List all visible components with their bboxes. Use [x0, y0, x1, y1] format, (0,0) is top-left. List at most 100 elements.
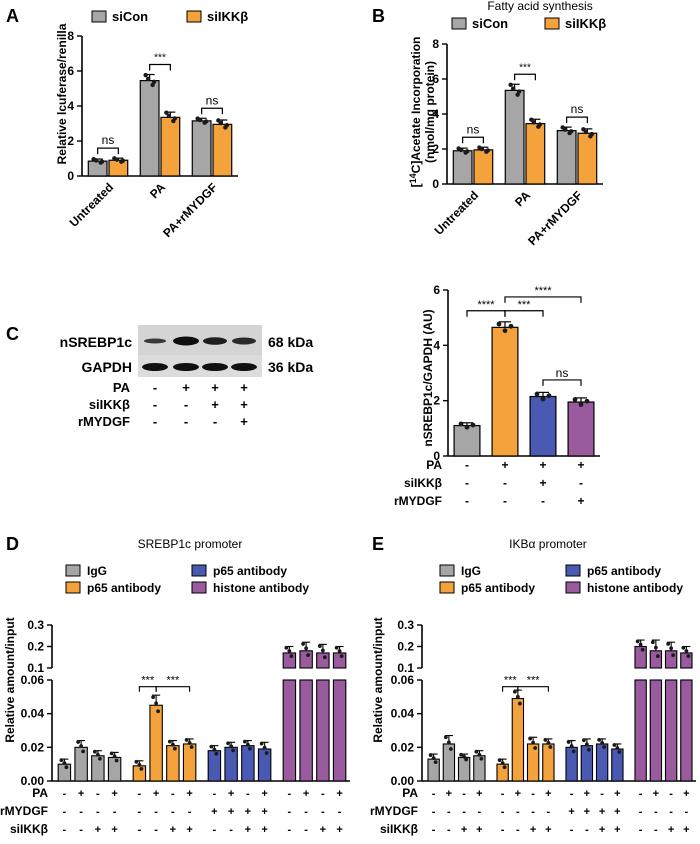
significance-label: ns — [571, 102, 584, 116]
condition-sign: - — [579, 476, 583, 490]
condition-sign: + — [186, 824, 192, 836]
bar — [595, 743, 609, 782]
bar-lower — [680, 679, 693, 782]
data-point — [578, 402, 584, 407]
data-point — [143, 72, 148, 78]
data-point — [512, 689, 517, 694]
y-tick-label: 2 — [433, 394, 440, 408]
data-point — [112, 754, 117, 759]
blot-band — [142, 363, 168, 371]
bar-upper — [664, 650, 678, 669]
condition-sign: + — [614, 788, 620, 800]
chart-b: [14C]Acetate Incorporation (nmol/mg prot… — [408, 37, 603, 248]
condition-sign: + — [320, 824, 326, 836]
blot-size-68: 68 kDa — [268, 334, 313, 350]
data-point — [497, 758, 502, 763]
data-point — [569, 744, 574, 748]
condition-sign: + — [515, 788, 521, 800]
y-tick-label: 0.2 — [27, 640, 44, 654]
legend-label-p65-blue: p65 antibody — [213, 564, 287, 578]
condition-sign: - — [229, 824, 233, 836]
significance-label: *** — [166, 675, 180, 687]
data-point — [600, 741, 605, 745]
data-point — [517, 701, 522, 706]
condition-sign: - — [138, 806, 142, 818]
condition-sign: + — [170, 824, 176, 836]
data-point — [139, 766, 144, 771]
bar — [87, 160, 108, 177]
condition-sign: - — [63, 806, 67, 818]
bar-upper — [316, 652, 330, 669]
condition-sign: - — [184, 414, 188, 429]
data-point — [151, 79, 157, 85]
legend-label-igg: IgG — [461, 564, 481, 578]
significance-bracket — [155, 686, 191, 692]
data-point — [304, 646, 309, 651]
bar-lower — [316, 679, 330, 782]
data-point — [571, 749, 576, 754]
condition-sign: - — [153, 397, 157, 412]
data-point — [681, 645, 686, 650]
significance-label: *** — [154, 53, 166, 64]
bar — [577, 132, 598, 185]
y-tick-label: 0.1 — [397, 661, 414, 675]
data-point — [226, 741, 231, 746]
bar — [207, 750, 222, 782]
bar — [224, 746, 238, 782]
condition-sign: - — [447, 806, 451, 818]
data-point — [229, 744, 234, 749]
data-point — [209, 744, 214, 749]
significance-label: ns — [556, 366, 569, 380]
blot-row-label-nsrebp1c: nSREBP1c — [60, 334, 133, 350]
legend-swatch-p65-blue — [565, 564, 581, 577]
panel-letter-a: A — [6, 6, 19, 26]
y-tick-label: 0.06 — [391, 673, 415, 687]
bar — [139, 80, 160, 177]
bar-lower — [332, 679, 347, 782]
legend-swatch-histone — [191, 581, 207, 594]
data-point — [586, 747, 591, 752]
data-point — [548, 745, 553, 749]
y-tick-label: 4 — [67, 99, 74, 113]
condition-sign: - — [304, 824, 308, 836]
data-point — [76, 740, 81, 744]
condition-sign: - — [153, 380, 157, 395]
data-point — [443, 735, 448, 740]
y-tick-label: 6 — [67, 64, 74, 78]
condition-label: siIKKβ — [10, 822, 48, 836]
condition-sign: - — [154, 806, 158, 818]
data-point — [508, 82, 513, 88]
blot-band — [232, 337, 256, 345]
condition-sign: - — [138, 824, 142, 836]
legend-label-p65-orange: p65 antibody — [87, 581, 161, 595]
data-point — [172, 116, 178, 121]
legend-swatch-p65-orange — [439, 581, 455, 594]
condition-sign: - — [96, 788, 100, 800]
data-point — [164, 110, 169, 115]
condition-sign: + — [261, 806, 267, 818]
condition-sign: + — [95, 824, 101, 836]
legend-swatch-igg — [439, 564, 455, 577]
condition-sign: + — [240, 397, 248, 412]
condition-sign: - — [96, 806, 100, 818]
bar — [74, 746, 88, 782]
condition-sign: - — [531, 788, 535, 800]
condition-sign: + — [245, 824, 251, 836]
data-point — [259, 741, 264, 746]
data-point — [666, 642, 671, 646]
condition-label: PA — [32, 786, 48, 800]
condition-sign: + — [577, 458, 584, 472]
condition-sign: - — [600, 788, 604, 800]
condition-sign: + — [228, 788, 234, 800]
data-point — [247, 746, 252, 751]
x-tick-label: Untreated — [432, 188, 482, 238]
data-point — [615, 746, 620, 750]
superscript-14: 14 — [408, 173, 418, 183]
condition-sign: + — [461, 824, 467, 836]
condition-sign: + — [577, 494, 584, 508]
data-point — [317, 644, 322, 648]
bar — [529, 395, 557, 457]
bar — [241, 745, 255, 782]
y-tick-label: 0.00 — [21, 774, 45, 788]
